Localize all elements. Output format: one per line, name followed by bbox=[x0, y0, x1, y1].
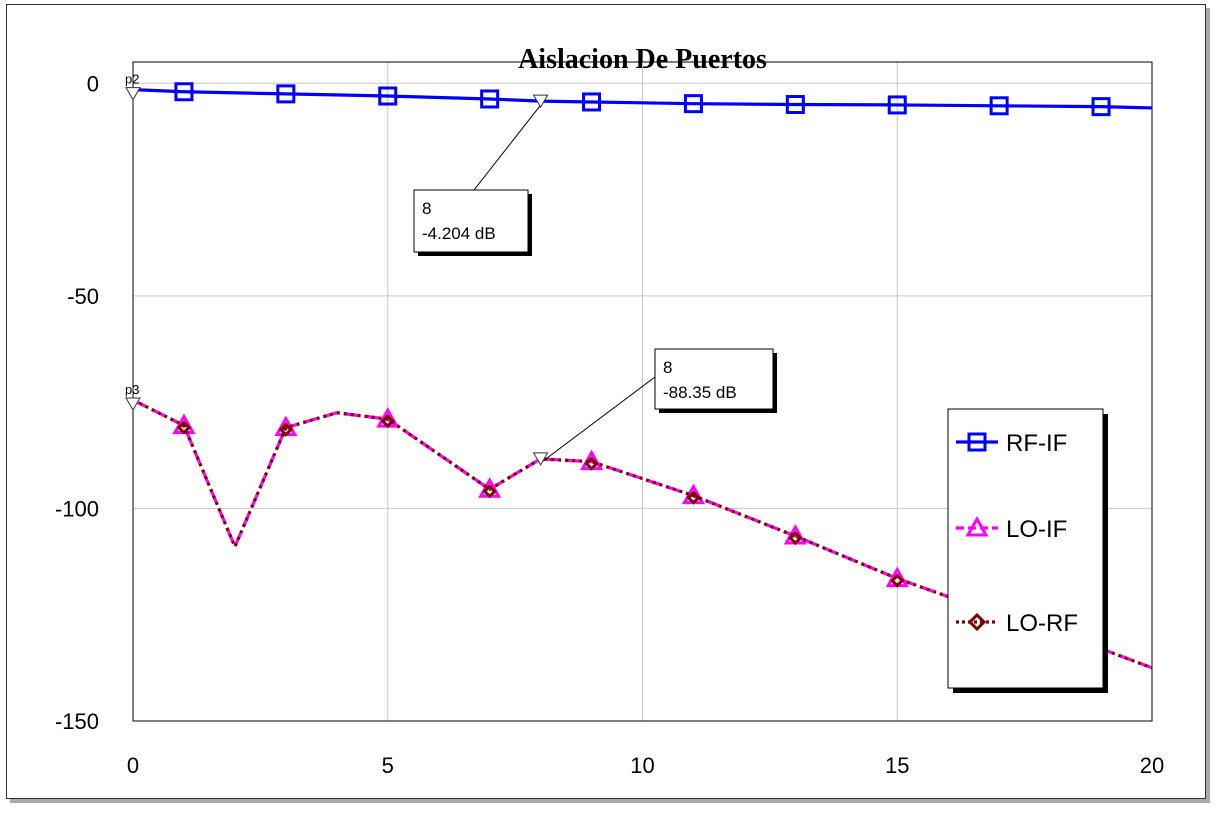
marker-callout: 8 -88.35 dB bbox=[532, 348, 777, 466]
callout-box bbox=[413, 189, 529, 253]
data-point bbox=[887, 95, 907, 115]
legend-label: LO-RF bbox=[1006, 610, 1078, 637]
callout-marker bbox=[532, 452, 549, 466]
marker-callout: 8 -4.204 dB bbox=[413, 94, 549, 256]
y-tick-label: -100 bbox=[55, 496, 99, 521]
callout-y-value: -4.204 dB bbox=[422, 224, 496, 243]
data-point bbox=[480, 89, 500, 109]
plot-area bbox=[132, 61, 1153, 722]
series-line bbox=[132, 88, 1153, 110]
data-point bbox=[1091, 97, 1111, 117]
callout-leader bbox=[473, 104, 541, 191]
point-markers: p2 p3 bbox=[125, 72, 141, 411]
data-point bbox=[788, 530, 803, 546]
callout-leader bbox=[540, 376, 656, 464]
data-point bbox=[582, 92, 602, 112]
data-point bbox=[278, 422, 293, 437]
legend-marker bbox=[965, 515, 989, 537]
legend-item-lo-rf: LO-RF bbox=[956, 610, 1078, 637]
data-point bbox=[174, 82, 194, 102]
callout-box bbox=[654, 348, 774, 410]
legend-marker bbox=[967, 432, 987, 452]
marker-p3: p3 bbox=[125, 382, 141, 411]
x-tick-label: 10 bbox=[630, 753, 654, 778]
y-axis-ticks: 0 -50 -100 -150 bbox=[55, 71, 99, 734]
x-axis-ticks: 0 5 10 15 20 bbox=[127, 753, 1164, 778]
y-tick-label: -150 bbox=[55, 709, 99, 734]
series-line bbox=[132, 398, 1153, 670]
x-tick-label: 20 bbox=[1140, 753, 1164, 778]
legend-item-lo-if: LO-IF bbox=[956, 515, 1067, 543]
callout-x-value: 8 bbox=[422, 199, 431, 218]
data-point bbox=[890, 573, 905, 588]
x-tick-label: 0 bbox=[127, 753, 139, 778]
data-point bbox=[482, 484, 497, 499]
data-point bbox=[378, 86, 398, 106]
x-tick-label: 15 bbox=[885, 753, 909, 778]
legend-label: RF-IF bbox=[1006, 430, 1067, 457]
y-tick-label: 0 bbox=[87, 71, 99, 96]
callout-y-value: -88.35 dB bbox=[663, 383, 737, 402]
chart-svg: Aislacion De Puertos 0-50-100-150 0 5 10 15… bbox=[55, 44, 1164, 778]
legend: RF-IF LO-IF LO-RF bbox=[947, 408, 1108, 693]
series-rf-if bbox=[132, 82, 1153, 117]
annotations: 8 -4.204 dB 8 -88.35 dB bbox=[413, 94, 777, 466]
marker-tag: p2 bbox=[125, 72, 139, 87]
data-point bbox=[785, 95, 805, 115]
data-point bbox=[380, 414, 395, 429]
y-tick-label: -50 bbox=[67, 284, 99, 309]
callout-x-value: 8 bbox=[663, 358, 672, 377]
chart-frame: Aislacion De Puertos 0 -50 -100 -150 0 5 10 15… bbox=[6, 4, 1206, 799]
x-tick-label: 5 bbox=[382, 753, 394, 778]
series-lo-rf bbox=[132, 398, 1153, 670]
data-point bbox=[686, 490, 701, 505]
legend-item-rf-if: RF-IF bbox=[956, 430, 1067, 457]
marker-triangle bbox=[125, 397, 141, 411]
data-point bbox=[276, 84, 296, 104]
marker-tag: p3 bbox=[125, 382, 139, 397]
marker-triangle bbox=[125, 87, 141, 101]
data-point bbox=[176, 420, 192, 435]
legend-marker bbox=[967, 612, 987, 632]
data-point bbox=[683, 94, 703, 114]
legend-box bbox=[947, 408, 1104, 689]
legend-label: LO-IF bbox=[1006, 516, 1067, 543]
data-point bbox=[584, 456, 599, 471]
marker-p2: p2 bbox=[125, 72, 141, 101]
data-point bbox=[989, 96, 1009, 116]
callout-marker bbox=[532, 94, 549, 109]
